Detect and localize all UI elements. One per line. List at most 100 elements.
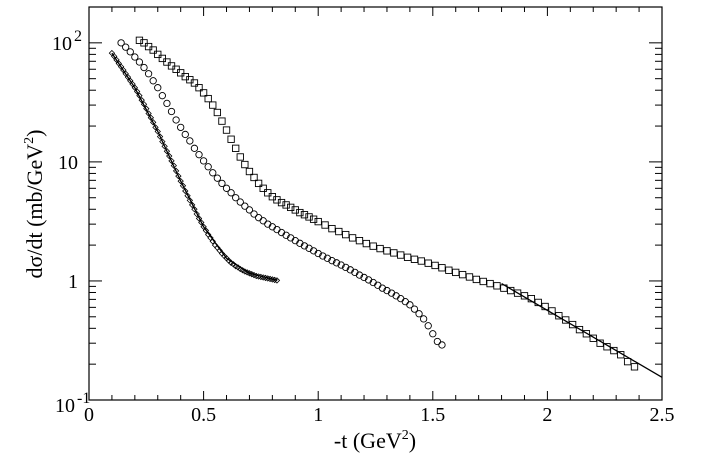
circle-marker bbox=[144, 70, 153, 78]
circle-marker bbox=[254, 214, 263, 222]
square-marker bbox=[259, 184, 267, 192]
diamond-marker bbox=[255, 273, 262, 280]
square-marker bbox=[264, 189, 272, 197]
circle-marker bbox=[209, 169, 217, 177]
square-marker bbox=[438, 264, 446, 272]
circle-marker bbox=[218, 179, 226, 188]
diamond-marker bbox=[166, 152, 173, 160]
diamond-marker bbox=[159, 138, 166, 145]
y-tick-label: 10 bbox=[52, 33, 72, 55]
diamond-marker bbox=[177, 177, 184, 185]
diamond-marker bbox=[198, 219, 205, 226]
y-tick-label-exponent: 2 bbox=[74, 28, 82, 45]
circle-marker bbox=[424, 322, 432, 330]
square-marker bbox=[305, 213, 313, 221]
diamond-marker bbox=[143, 105, 150, 112]
square-marker bbox=[348, 234, 357, 242]
circle-marker bbox=[186, 137, 194, 145]
square-marker bbox=[596, 339, 604, 347]
square-marker bbox=[335, 227, 343, 236]
square-marker bbox=[445, 266, 453, 274]
square-marker bbox=[163, 58, 171, 66]
diamond-marker bbox=[113, 56, 120, 63]
diamond-marker bbox=[145, 110, 152, 117]
square-marker bbox=[610, 346, 618, 355]
circle-marker bbox=[259, 217, 267, 225]
diamond-marker bbox=[120, 66, 127, 74]
circle-marker bbox=[181, 130, 189, 139]
square-marker bbox=[431, 261, 439, 270]
x-axis-label: -t (GeV2) bbox=[334, 428, 416, 453]
circle-marker bbox=[163, 99, 171, 108]
square-marker bbox=[296, 208, 304, 217]
y-tick-label-exponent: -1 bbox=[77, 390, 90, 407]
circle-marker bbox=[332, 259, 341, 267]
diamond-marker bbox=[209, 238, 216, 245]
square-marker bbox=[575, 325, 584, 334]
circle-marker bbox=[438, 341, 446, 349]
diamond-marker bbox=[253, 272, 260, 280]
circle-marker bbox=[158, 92, 166, 100]
circle-marker bbox=[401, 298, 409, 306]
square-marker bbox=[383, 247, 391, 255]
square-marker bbox=[369, 242, 377, 250]
circle-marker bbox=[232, 194, 240, 202]
square-marker bbox=[617, 351, 625, 359]
circle-marker bbox=[195, 151, 203, 159]
circle-marker bbox=[241, 202, 249, 210]
circle-marker bbox=[154, 84, 162, 92]
x-tick-label: 0 bbox=[84, 404, 94, 426]
square-marker bbox=[493, 282, 501, 290]
x-tick-label: 2.5 bbox=[650, 404, 675, 426]
diamond-marker bbox=[131, 84, 139, 91]
circle-marker bbox=[415, 310, 423, 318]
square-marker bbox=[513, 289, 522, 297]
square-marker bbox=[479, 277, 487, 286]
square-marker bbox=[403, 253, 412, 261]
square-marker bbox=[222, 126, 231, 134]
square-marker bbox=[328, 224, 336, 233]
y-tick-label: 10 bbox=[58, 152, 78, 174]
diamond-marker bbox=[136, 92, 143, 99]
circle-marker bbox=[337, 261, 345, 269]
square-marker bbox=[254, 179, 263, 188]
circle-marker bbox=[319, 252, 327, 260]
diamond-marker bbox=[273, 277, 281, 284]
circle-marker bbox=[360, 273, 368, 282]
diamond-marker bbox=[200, 223, 207, 230]
square-marker bbox=[195, 84, 203, 92]
square-marker bbox=[452, 268, 460, 277]
diamond-marker bbox=[179, 182, 187, 189]
circle-marker bbox=[250, 210, 258, 218]
square-marker bbox=[520, 292, 529, 300]
diamond-marker bbox=[269, 276, 276, 283]
square-marker bbox=[227, 135, 235, 143]
circle-marker bbox=[342, 263, 350, 272]
square-marker bbox=[555, 312, 563, 320]
square-marker bbox=[309, 215, 318, 223]
circle-marker bbox=[172, 116, 180, 124]
circle-marker bbox=[419, 315, 428, 323]
circle-marker bbox=[135, 58, 144, 66]
axis-ticks bbox=[88, 6, 663, 401]
diamond-marker bbox=[168, 157, 175, 165]
square-marker bbox=[314, 217, 322, 226]
diamond-marker bbox=[156, 133, 164, 140]
circle-marker bbox=[328, 257, 336, 265]
square-marker bbox=[424, 259, 432, 267]
diamond-marker bbox=[186, 197, 194, 204]
diamond-marker bbox=[147, 114, 155, 121]
square-marker bbox=[397, 251, 405, 259]
square-marker bbox=[241, 160, 249, 169]
diamond-marker bbox=[188, 201, 196, 209]
x-tick-label: 1.5 bbox=[420, 404, 445, 426]
diamond-marker bbox=[124, 73, 132, 81]
square-marker bbox=[362, 239, 370, 248]
circle-marker bbox=[190, 144, 199, 152]
square-marker bbox=[282, 201, 290, 209]
diamond-marker bbox=[138, 96, 145, 104]
square-marker bbox=[236, 153, 244, 161]
circle-marker bbox=[355, 271, 364, 279]
diamond-marker bbox=[152, 124, 159, 131]
